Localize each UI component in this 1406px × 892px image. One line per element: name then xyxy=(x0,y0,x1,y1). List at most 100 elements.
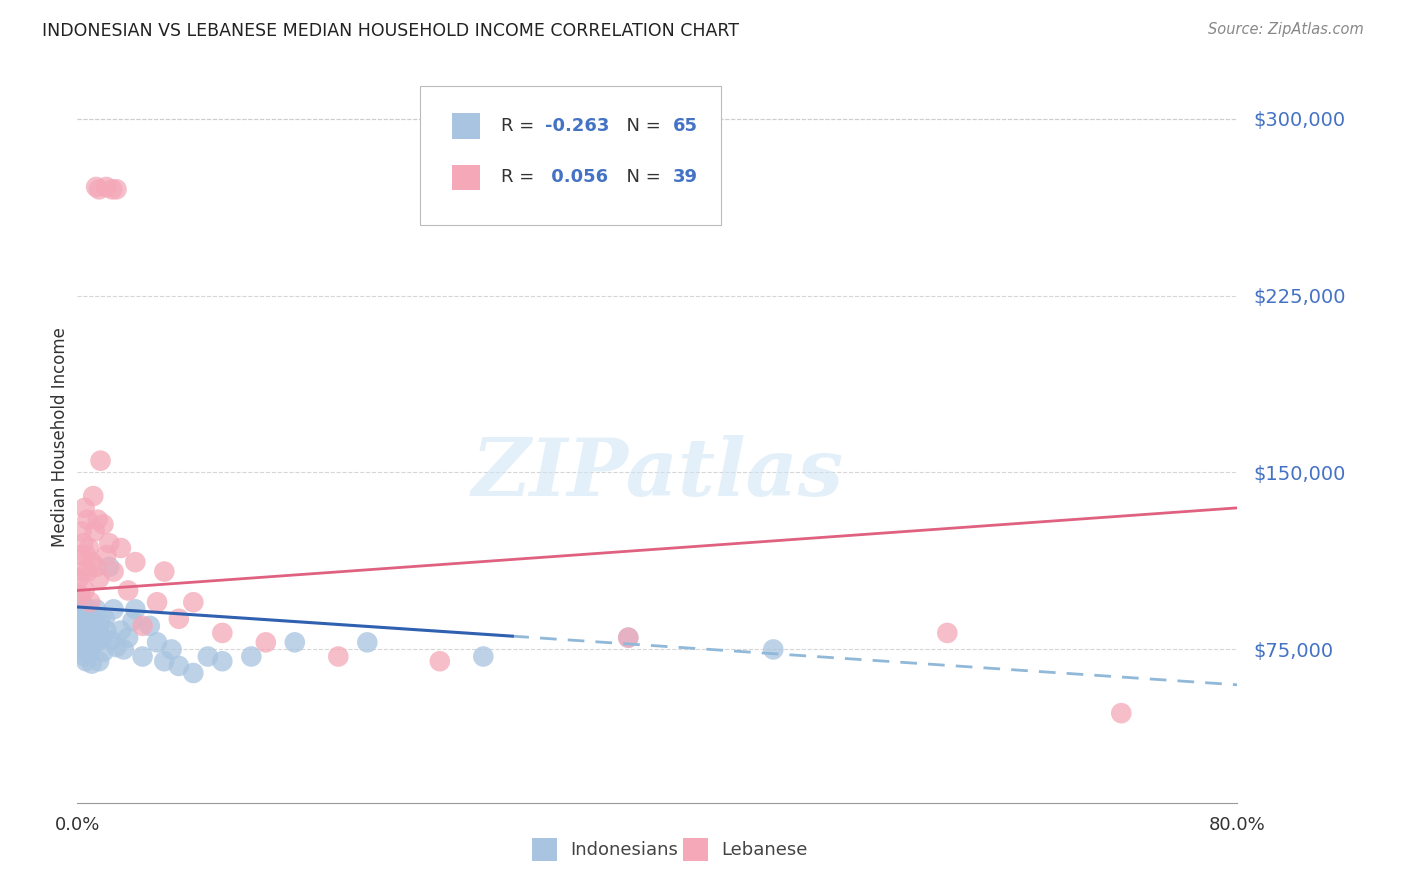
Point xyxy=(83,612,105,626)
Point xyxy=(131,619,153,633)
Point xyxy=(87,654,110,668)
Point xyxy=(79,595,101,609)
Point xyxy=(124,602,146,616)
Point xyxy=(70,621,93,635)
Point xyxy=(79,605,101,619)
Point xyxy=(76,635,98,649)
Point xyxy=(254,635,277,649)
Point xyxy=(86,513,108,527)
Text: 0.056: 0.056 xyxy=(546,169,609,186)
Point xyxy=(76,602,98,616)
Point xyxy=(73,649,96,664)
Point xyxy=(105,640,128,654)
Point xyxy=(197,649,219,664)
Point xyxy=(90,616,111,631)
Point xyxy=(76,565,98,579)
Point xyxy=(146,635,169,649)
Point xyxy=(80,555,103,569)
Point xyxy=(80,640,103,654)
Y-axis label: Median Household Income: Median Household Income xyxy=(51,327,69,547)
FancyBboxPatch shape xyxy=(419,86,721,225)
Point xyxy=(80,616,103,631)
Point xyxy=(76,619,98,633)
Point xyxy=(72,624,94,638)
Point xyxy=(82,624,104,638)
Point xyxy=(110,541,132,555)
Point xyxy=(72,607,94,621)
Text: INDONESIAN VS LEBANESE MEDIAN HOUSEHOLD INCOME CORRELATION CHART: INDONESIAN VS LEBANESE MEDIAN HOUSEHOLD … xyxy=(42,22,740,40)
Point xyxy=(73,599,96,614)
Point xyxy=(93,517,115,532)
Point xyxy=(83,635,105,649)
Point xyxy=(103,602,125,616)
Text: Indonesians: Indonesians xyxy=(571,841,678,859)
Point xyxy=(936,626,959,640)
Point xyxy=(69,626,91,640)
Point xyxy=(69,548,91,562)
Point xyxy=(96,624,118,638)
Point xyxy=(105,182,128,196)
Point xyxy=(69,635,91,649)
Point xyxy=(70,565,93,579)
Point xyxy=(77,541,100,555)
Point xyxy=(96,180,118,194)
Point xyxy=(117,583,139,598)
Point xyxy=(121,614,143,628)
Point xyxy=(87,572,110,586)
Text: R =: R = xyxy=(502,117,540,136)
Point xyxy=(762,642,785,657)
Point xyxy=(87,632,110,647)
Point xyxy=(84,180,107,194)
Point xyxy=(86,621,108,635)
Point xyxy=(70,524,93,539)
Point xyxy=(101,182,124,196)
Point xyxy=(146,595,169,609)
Point xyxy=(75,628,97,642)
FancyBboxPatch shape xyxy=(531,838,557,862)
Point xyxy=(67,602,90,616)
Text: ZIPatlas: ZIPatlas xyxy=(471,435,844,512)
Point xyxy=(73,500,96,515)
Point xyxy=(100,632,122,647)
FancyBboxPatch shape xyxy=(451,165,481,190)
Point xyxy=(77,612,100,626)
Point xyxy=(98,559,121,574)
Point xyxy=(183,595,205,609)
Point xyxy=(75,609,97,624)
Point xyxy=(124,555,146,569)
Point xyxy=(139,619,162,633)
Point xyxy=(72,642,94,657)
Point xyxy=(72,536,94,550)
Point xyxy=(429,654,451,668)
Point xyxy=(79,631,101,645)
Point xyxy=(117,631,139,645)
Point xyxy=(83,524,105,539)
Point xyxy=(472,649,495,664)
Text: N =: N = xyxy=(614,117,666,136)
Point xyxy=(98,536,121,550)
Point xyxy=(183,666,205,681)
Point xyxy=(70,614,93,628)
Point xyxy=(167,612,190,626)
Point xyxy=(84,602,107,616)
Text: -0.263: -0.263 xyxy=(546,117,610,136)
Point xyxy=(211,654,233,668)
Point xyxy=(73,616,96,631)
Point xyxy=(153,654,176,668)
Point xyxy=(76,513,98,527)
Point xyxy=(67,619,90,633)
Point xyxy=(211,626,233,640)
Text: Lebanese: Lebanese xyxy=(721,841,807,859)
Text: Source: ZipAtlas.com: Source: ZipAtlas.com xyxy=(1208,22,1364,37)
Point xyxy=(328,649,350,664)
Point xyxy=(96,548,118,562)
Point xyxy=(153,565,176,579)
Point xyxy=(617,631,640,645)
Point xyxy=(70,640,93,654)
Point xyxy=(160,642,183,657)
Point xyxy=(80,657,103,671)
FancyBboxPatch shape xyxy=(683,838,707,862)
Point xyxy=(69,612,91,626)
Point xyxy=(84,559,107,574)
Point xyxy=(1111,706,1133,720)
